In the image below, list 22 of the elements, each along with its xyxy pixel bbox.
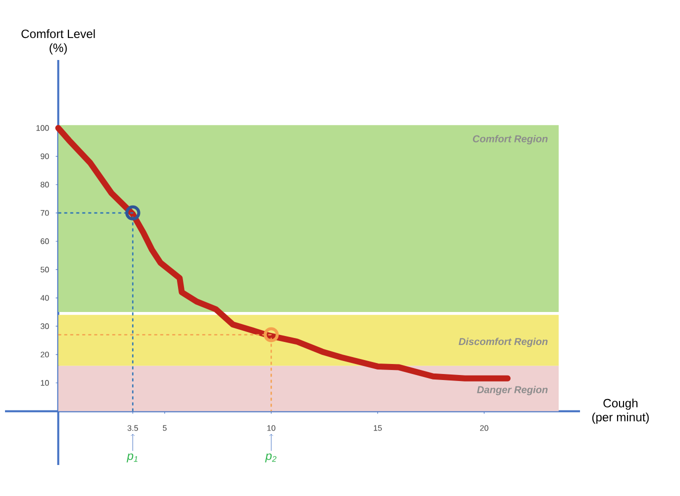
x-tick-label: 3.5 bbox=[128, 425, 138, 431]
x-tick-label: 15 bbox=[374, 425, 382, 431]
x-axis-title: Cough (per minut) bbox=[592, 398, 649, 424]
x-tick-label: 5 bbox=[162, 425, 167, 431]
y-tick-label: 90 bbox=[40, 153, 49, 160]
annotation: p$_{1}$ bbox=[126, 453, 138, 462]
y-tick-label: 40 bbox=[40, 295, 49, 301]
y-axis-title: Comfort Level (%) bbox=[22, 29, 95, 54]
band-label: Danger Region bbox=[477, 386, 548, 396]
y-tick-label: 20 bbox=[40, 352, 49, 358]
band-label: Comfort Region bbox=[472, 135, 548, 144]
band-label: Discomfort Region bbox=[458, 338, 548, 348]
y-tick-label: 60 bbox=[40, 238, 49, 244]
y-tick-label: 80 bbox=[40, 182, 49, 188]
y-tick-label: 70 bbox=[40, 210, 49, 216]
annotation: p$_{2}$ bbox=[265, 453, 276, 462]
x-tick-label: 10 bbox=[267, 425, 276, 431]
x-tick-label: 20 bbox=[480, 425, 488, 431]
y-tick-label: 30 bbox=[40, 323, 49, 330]
y-tick-label: 50 bbox=[40, 266, 49, 272]
y-tick-label: 10 bbox=[40, 380, 49, 386]
y-tick-label: 100 bbox=[36, 125, 49, 131]
